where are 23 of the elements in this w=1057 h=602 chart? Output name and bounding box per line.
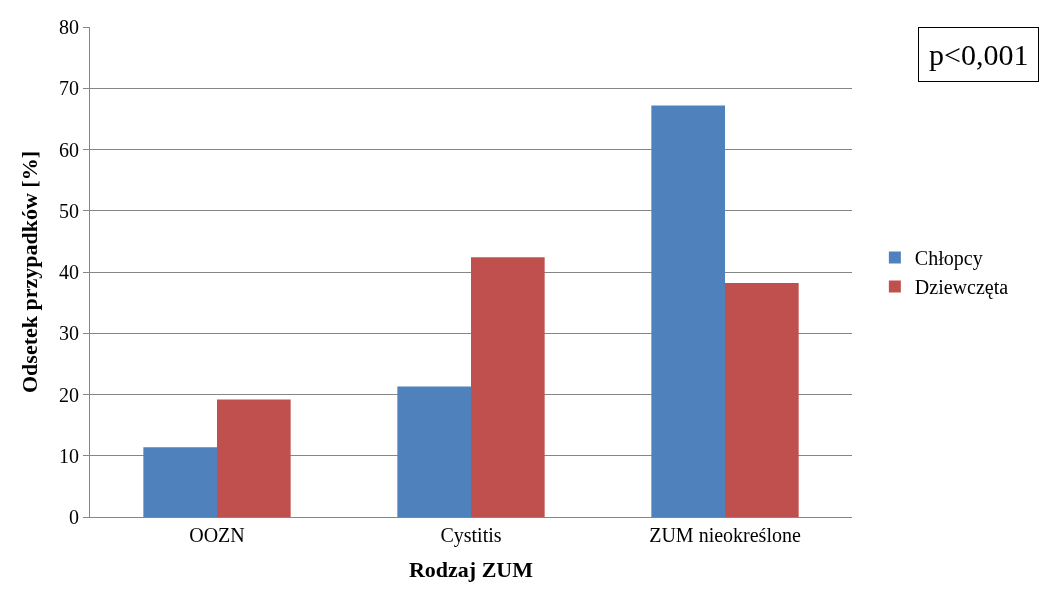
x-tick-label: Cystitis [440, 524, 502, 547]
x-tick-label: OOZN [189, 524, 245, 546]
bar [397, 386, 471, 517]
y-tick-label: 70 [59, 77, 79, 100]
legend-label: Chłopcy [914, 247, 983, 271]
y-axis-title: Odsetek przypadków [%] [16, 150, 42, 394]
y-tick-label: 60 [59, 138, 79, 161]
x-tick-label: ZUM nieokreślone [649, 524, 801, 546]
y-tick-label: 20 [59, 383, 79, 406]
y-tick-label: 80 [59, 16, 79, 38]
y-tick-label: 0 [69, 506, 79, 528]
bar [217, 399, 291, 517]
bar [143, 447, 217, 517]
legend-label: Dziewczęta [914, 276, 1009, 300]
y-tick-label: 30 [59, 322, 79, 345]
y-tick-label: 10 [59, 444, 79, 467]
bar [471, 257, 545, 517]
x-axis-title: Rodzaj ZUM [408, 556, 534, 582]
bar [651, 105, 725, 517]
text: p<0,001 [929, 38, 1029, 71]
bar [725, 283, 799, 517]
y-tick-label: 50 [59, 199, 79, 222]
y-tick-label: 40 [59, 261, 79, 283]
